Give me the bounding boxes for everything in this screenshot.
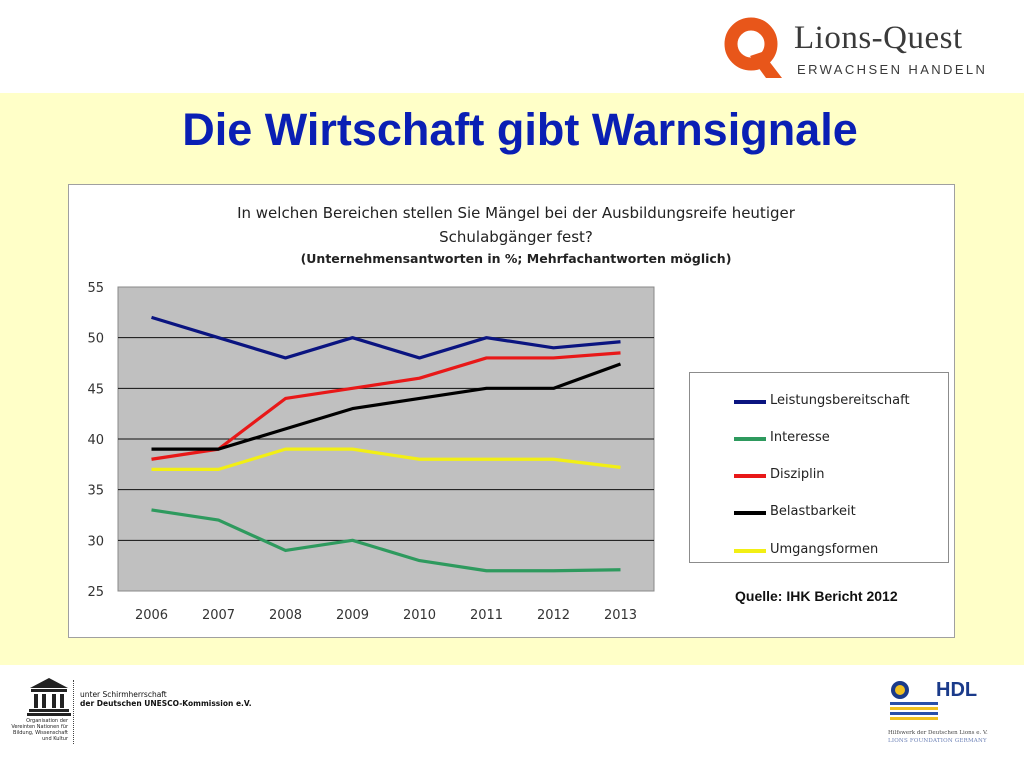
legend-label: Interesse (770, 430, 830, 445)
legend-item-belastbarkeit: Belastbarkeit (734, 503, 944, 523)
source-note: Quelle: IHK Bericht 2012 (735, 588, 898, 604)
unesco-org-text: Organisation der Vereinten Nationen für … (11, 718, 68, 742)
patronage-line-1: unter Schirmherrschaft (80, 690, 167, 699)
patronage-line-2: der Deutschen UNESCO-Kommission e.V. (80, 699, 252, 708)
chart-legend: Leistungsbereitschaft Interesse Diszipli… (689, 372, 949, 563)
y-tick-label: 50 (87, 332, 104, 347)
x-tick-label: 2012 (537, 608, 570, 623)
x-tick-label: 2010 (403, 608, 436, 623)
legend-item-leistungsbereitschaft: Leistungsbereitschaft (734, 392, 944, 412)
legend-item-disziplin: Disziplin (734, 466, 944, 486)
footer-divider (73, 680, 74, 744)
unesco-temple-icon (27, 678, 71, 716)
y-tick-label: 45 (87, 382, 104, 397)
y-tick-label: 35 (87, 484, 104, 499)
series-line-interesse (151, 508, 621, 573)
brand-name: Lions-Quest (794, 20, 963, 56)
legend-label: Belastbarkeit (770, 504, 856, 519)
legend-swatch (734, 400, 766, 404)
series-line-belastbarkeit (151, 362, 622, 451)
legend-swatch (734, 437, 766, 441)
legend-item-interesse: Interesse (734, 429, 944, 449)
chart-frame: In welchen Bereichen stellen Sie Mängel … (68, 184, 955, 638)
legend-item-umgangsformen: Umgangsformen (734, 541, 944, 561)
series-line-umgangsformen (151, 447, 621, 471)
chart-title-line-1: In welchen Bereichen stellen Sie Mängel … (237, 204, 796, 222)
legend-label: Leistungsbereitschaft (770, 393, 910, 408)
x-tick-label: 2008 (269, 608, 302, 623)
x-tick-label: 2007 (202, 608, 235, 623)
hdl-foundation-name: LIONS FOUNDATION GERMANY (888, 738, 987, 744)
lions-quest-q-icon (724, 17, 782, 78)
legend-swatch (734, 474, 766, 478)
x-tick-label: 2006 (135, 608, 168, 623)
lions-quest-logo: Lions-Quest ERWACHSEN HANDELN (722, 14, 1002, 84)
footer-band (0, 665, 1024, 768)
hdl-emblem-icon: HDL (890, 679, 977, 720)
header-band (0, 0, 1024, 93)
hdl-name: HDL (936, 679, 977, 701)
brand-tagline: ERWACHSEN HANDELN (797, 62, 988, 77)
y-tick-label: 30 (87, 534, 104, 549)
y-tick-label: 55 (87, 281, 104, 296)
series-line-disziplin (151, 351, 621, 461)
legend-label: Disziplin (770, 467, 825, 482)
line-chart: In welchen Bereichen stellen Sie Mängel … (87, 204, 796, 623)
x-tick-label: 2013 (604, 608, 637, 623)
hdl-org-name: Hilfswerk der Deutschen Lions e. V. (888, 730, 988, 736)
legend-swatch (734, 511, 766, 515)
y-tick-label: 40 (87, 433, 104, 448)
x-tick-label: 2011 (470, 608, 503, 623)
legend-swatch (734, 549, 766, 553)
legend-label: Umgangsformen (770, 542, 879, 557)
series-line-leistungsbereitschaft (151, 315, 621, 360)
patronage-text: unter Schirmherrschaft der Deutschen UNE… (80, 690, 252, 708)
hdl-logo: HDL (888, 678, 988, 722)
slide-title: Die Wirtschaft gibt Warnsignale (182, 104, 858, 155)
y-tick-label: 25 (87, 585, 104, 600)
chart-subtitle: (Unternehmensantworten in %; Mehrfachant… (301, 251, 732, 266)
chart-title-line-2: Schulabgänger fest? (439, 228, 593, 246)
x-tick-label: 2009 (336, 608, 369, 623)
